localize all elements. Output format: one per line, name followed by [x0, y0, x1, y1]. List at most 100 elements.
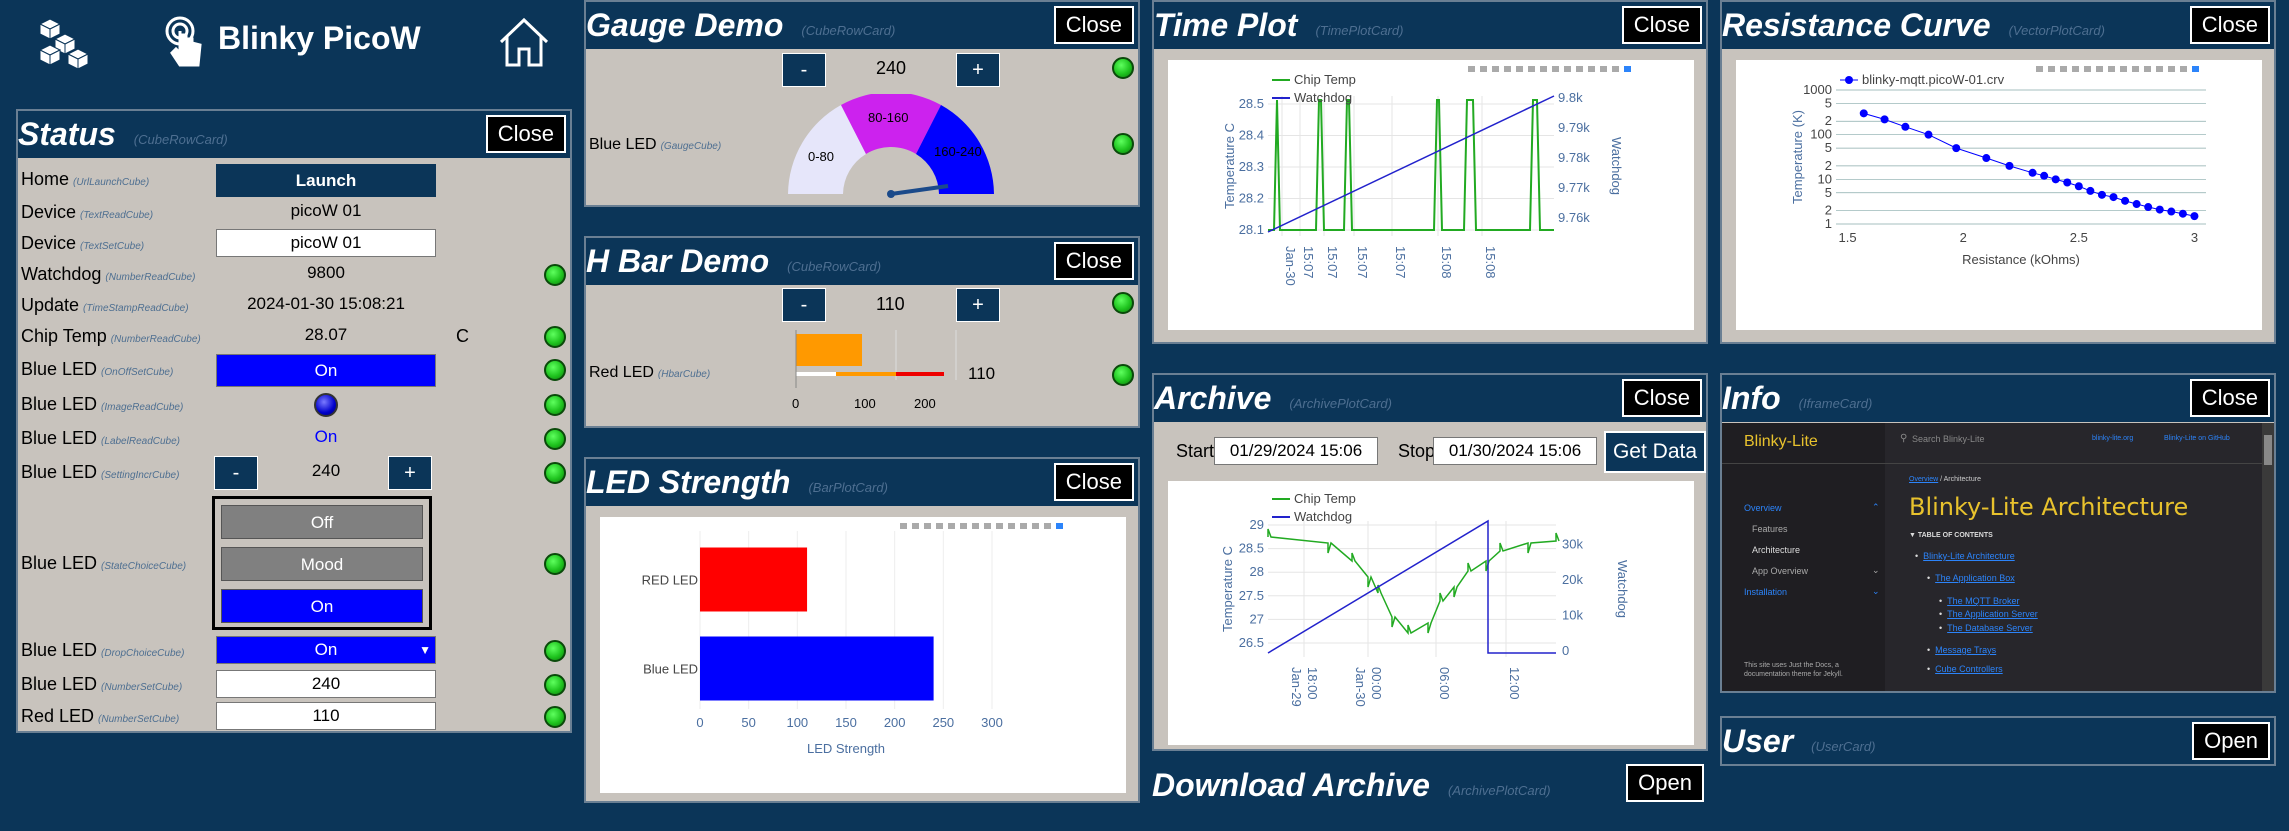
stop-date-input[interactable]: 01/30/2024 15:06: [1433, 437, 1597, 465]
close-button[interactable]: Close: [1621, 379, 1702, 417]
close-button[interactable]: Close: [1053, 463, 1134, 501]
modebar-icon: [1032, 523, 1039, 529]
nav-item-overview[interactable]: Overview: [1744, 503, 1782, 513]
touch-icon: [164, 15, 206, 67]
legend-label: blinky-mqtt.picoW-01.crv: [1862, 72, 2005, 87]
toc-item[interactable]: • The Application Server: [1939, 609, 2038, 619]
breadcrumb-link[interactable]: Overview: [1909, 476, 1939, 483]
close-button[interactable]: Close: [1621, 6, 1702, 44]
row-label: Blue LED (OnOffSetCube): [21, 359, 174, 379]
row-label: Blue LED (SettingIncrCube): [21, 462, 180, 482]
close-button[interactable]: Close: [2189, 6, 2270, 44]
toc-item[interactable]: • The MQTT Broker: [1939, 596, 2020, 606]
gauge-band-low: [788, 105, 866, 194]
top-link[interactable]: blinky-lite.org: [2092, 435, 2134, 442]
nav-item-installation[interactable]: Installation: [1744, 587, 1788, 597]
modebar-icon: [936, 523, 943, 529]
status-card: Status (CubeRowCard) Close Home (UrlLaunch…: [16, 109, 572, 733]
open-button[interactable]: Open: [2192, 722, 2270, 760]
y2-tick-label: 20k: [1562, 572, 1583, 587]
x-tick-label: 15:07: [1325, 246, 1340, 279]
get-data-button[interactable]: Get Data: [1604, 431, 1706, 473]
chevron-down-icon[interactable]: ⌄: [1872, 565, 1880, 575]
time-plot-card: Time Plot (TimePlotCard) Close 28.1 28.2 28…: [1152, 0, 1708, 344]
x-axis-label: LED Strength: [807, 741, 885, 756]
modebar-icon: [2096, 66, 2103, 72]
iframe-scrollbar[interactable]: [2262, 423, 2274, 691]
y2-tick-label: 9.77k: [1558, 180, 1590, 195]
gauge-needle: [890, 184, 949, 196]
user-card: User (UserCard) Open: [1720, 716, 2276, 766]
nav-item-features[interactable]: Features: [1752, 524, 1788, 534]
data-point: [2028, 168, 2037, 177]
toc-item[interactable]: • The Database Server: [1939, 623, 2033, 633]
close-button[interactable]: Close: [485, 115, 566, 153]
data-point: [2144, 203, 2153, 212]
status-led-icon: [544, 462, 566, 484]
data-point: [2190, 212, 2199, 221]
toc-item[interactable]: • Blinky-Lite Architecture: [1915, 551, 2015, 561]
toc-item[interactable]: • Cube Controllers: [1927, 664, 2003, 674]
toc-item[interactable]: • The Application Box: [1927, 573, 2015, 583]
x-tick-label: 2.5: [2070, 230, 2088, 245]
chevron-down-icon[interactable]: ⌄: [1872, 586, 1880, 596]
status-led-icon: [544, 640, 566, 662]
decrement-button[interactable]: -: [782, 53, 826, 87]
increment-button[interactable]: +: [956, 53, 1000, 87]
state-option-off[interactable]: Off: [221, 505, 423, 539]
decrement-button[interactable]: -: [782, 288, 826, 322]
card-title: H Bar Demo: [586, 243, 770, 279]
blue-led-image-icon: [314, 393, 338, 417]
row-label: Device (TextReadCube): [21, 202, 154, 222]
increment-button[interactable]: +: [956, 288, 1000, 322]
state-option-mood[interactable]: Mood: [221, 547, 423, 581]
x-tick-label: 15:07: [1393, 246, 1408, 279]
start-date-input[interactable]: 01/29/2024 15:06: [1214, 437, 1378, 465]
close-button[interactable]: Close: [1053, 242, 1134, 280]
y-tick-label: 5: [1825, 95, 1832, 110]
device-text-input[interactable]: picoW 01: [216, 229, 436, 257]
modebar-icon: [960, 523, 967, 529]
status-led-icon: [544, 553, 566, 575]
status-led-icon: [1112, 364, 1134, 386]
docs-site-name[interactable]: Blinky-Lite: [1744, 433, 1818, 450]
chevron-up-icon[interactable]: ⌃: [1872, 502, 1880, 512]
x-tick-label: 1.5: [1839, 230, 1857, 245]
close-button[interactable]: Close: [1053, 6, 1134, 44]
drop-choice-select[interactable]: On ▼: [216, 636, 436, 664]
data-point: [1952, 144, 1961, 153]
modebar-icon: [996, 523, 1003, 529]
home-icon[interactable]: [497, 15, 551, 69]
onoff-toggle[interactable]: On: [216, 354, 436, 387]
decrement-button[interactable]: -: [214, 456, 258, 490]
modebar-icon: [1528, 66, 1535, 72]
resistance-plot-area: 1 2 5 10 2 5 100 2 5 1000 1.5 2 2.5 3 blinky-mqtt.pico…: [1736, 60, 2262, 330]
card-subtitle: (UserCard): [1811, 738, 1876, 754]
nav-item-architecture[interactable]: Architecture: [1752, 545, 1801, 555]
modebar-icon: [912, 523, 919, 529]
data-point: [2109, 193, 2118, 202]
modebar-icon: [1540, 66, 1547, 72]
hbar-readout: 110: [968, 364, 996, 383]
bar-plot-area: 0 50 100 150 200 250 300 RED LED Blue LED LED Str…: [600, 517, 1126, 793]
close-button[interactable]: Close: [2189, 379, 2270, 417]
docs-search-input[interactable]: Search Blinky-Lite: [1912, 434, 1985, 444]
modebar-icon: [1008, 523, 1015, 529]
docs-iframe[interactable]: Blinky-Lite Overview ⌃ Features Architec…: [1722, 423, 2274, 691]
card-subtitle: (TimePlotCard): [1315, 23, 1404, 38]
launch-button[interactable]: Launch: [216, 164, 436, 197]
card-subtitle: (CubeRowCard): [787, 259, 882, 274]
top-link[interactable]: Blinky-Lite on GitHub: [2164, 435, 2230, 442]
toc-item[interactable]: • Message Trays: [1927, 645, 1997, 655]
state-option-on[interactable]: On: [221, 589, 423, 623]
y2-axis-label: Watchdog: [1609, 137, 1624, 195]
nav-item-app-overview[interactable]: App Overview: [1752, 566, 1809, 576]
modebar-icon: [924, 523, 931, 529]
blue-led-number-input[interactable]: 240: [216, 670, 436, 698]
open-button[interactable]: Open: [1626, 764, 1704, 802]
red-led-number-input[interactable]: 110: [216, 702, 436, 730]
scrollbar-thumb[interactable]: [2264, 435, 2272, 465]
increment-button[interactable]: +: [388, 456, 432, 490]
app-logo-icon[interactable]: [38, 17, 92, 71]
